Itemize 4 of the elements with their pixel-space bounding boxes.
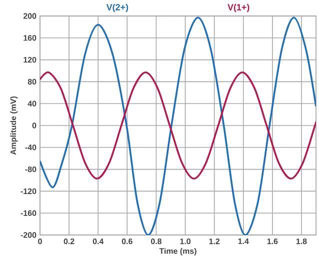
line-series (40, 71, 316, 180)
text: V(1+) (228, 4, 250, 12)
series-label: V(2+) (106, 4, 128, 12)
line-series (40, 16, 316, 235)
